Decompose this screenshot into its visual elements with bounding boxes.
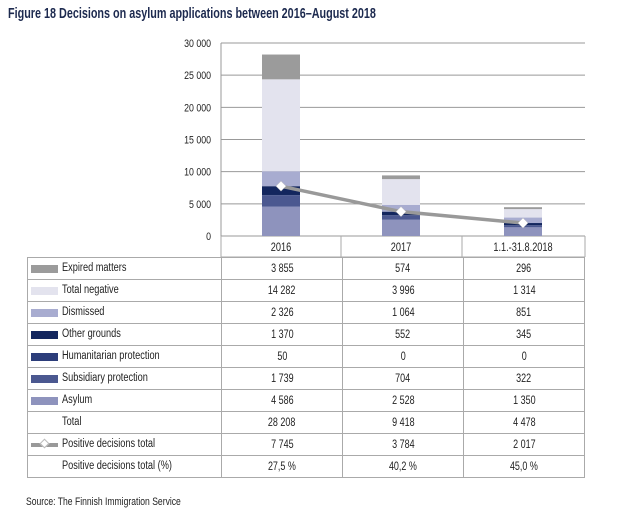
y-tick-label: 0: [206, 231, 211, 243]
positive-decisions-marker: [517, 217, 529, 229]
y-tick-label: 15 000: [184, 135, 211, 147]
legend-swatch: [31, 353, 58, 361]
chart-title: Figure 18 Decisions on asylum applicatio…: [8, 5, 376, 22]
row-label-cell: Dismissed: [27, 301, 222, 324]
legend-swatch: [31, 397, 58, 405]
legend-swatch: [31, 309, 58, 317]
bar-segment-asylum: [262, 206, 300, 236]
table-row: Expired matters 3 855 574 296: [27, 257, 585, 280]
value-cell: 4 586: [221, 389, 343, 412]
value-cell: 1 370: [221, 323, 343, 346]
row-label: Subsidiary protection: [62, 372, 148, 384]
table-row: Subsidiary protection 1 739 704 322: [27, 367, 585, 390]
value-cell: 40,2 %: [342, 455, 464, 478]
row-label-cell: Total: [27, 411, 222, 434]
row-label: Other grounds: [62, 328, 121, 340]
row-label-cell: Expired matters: [27, 257, 222, 280]
value-cell: 1 739: [221, 367, 343, 390]
positive-decisions-marker: [395, 206, 407, 218]
value-cell: 296: [463, 257, 585, 280]
bar-segment-subsidiary-protection: [262, 195, 300, 207]
value-cell: 574: [342, 257, 464, 280]
table-row: Positive decisions total 7 745 3 784 2 017: [27, 433, 585, 456]
value-cell: 2 017: [463, 433, 585, 456]
table-row: Total negative 14 282 3 996 1 314: [27, 279, 585, 302]
row-label-cell: Asylum: [27, 389, 222, 412]
row-label-cell: Humanitarian protection: [27, 345, 222, 368]
table-row: Positive decisions total (%) 27,5 % 40,2 %…: [27, 455, 585, 478]
row-label: Asylum: [62, 394, 93, 406]
value-cell: 1 064: [342, 301, 464, 324]
table-row: Other grounds 1 370 552 345: [27, 323, 585, 346]
value-cell: 552: [342, 323, 464, 346]
legend-swatch: [31, 438, 58, 449]
data-table: Expired matters 3 855 574 296 Total negative…: [27, 257, 585, 478]
chart-plot: 0 5 000 10 000 15 000 20 000 25 000 30 000 2016…: [184, 38, 586, 258]
bar-segment-total-negative: [262, 79, 300, 172]
value-cell: 851: [463, 301, 585, 324]
source-note: Source: The Finnish Immigration Service: [26, 496, 181, 508]
bar-segment-expired-matters: [382, 175, 420, 180]
bar-segment-expired-matters: [262, 54, 300, 80]
value-cell: 3 784: [342, 433, 464, 456]
bar-segment-asylum: [504, 227, 542, 236]
row-label-cell: Positive decisions total: [27, 433, 222, 456]
y-tick-label: 25 000: [184, 70, 211, 82]
row-label: Total negative: [62, 284, 119, 296]
positive-decisions-marker: [275, 180, 287, 192]
legend-swatch: [31, 287, 58, 295]
value-cell: 50: [221, 345, 343, 368]
bar-segment-total-negative: [382, 179, 420, 205]
value-cell: 0: [342, 345, 464, 368]
row-label: Positive decisions total: [62, 438, 156, 450]
value-cell: 2 528: [342, 389, 464, 412]
legend-swatch: [31, 331, 58, 339]
value-cell: 27,5 %: [221, 455, 343, 478]
value-cell: 4 478: [463, 411, 585, 434]
bar-segment-asylum: [382, 219, 420, 236]
row-label: Positive decisions total (%): [62, 460, 172, 472]
value-cell: 3 855: [221, 257, 343, 280]
x-category-label: 2017: [391, 242, 412, 254]
row-label-cell: Positive decisions total (%): [27, 455, 222, 478]
row-label-cell: Other grounds: [27, 323, 222, 346]
x-category-label: 1.1.-31.8.2018: [493, 242, 552, 254]
table-row: Humanitarian protection 50 0 0: [27, 345, 585, 368]
bar-segment-dismissed: [262, 171, 300, 187]
table-row: Dismissed 2 326 1 064 851: [27, 301, 585, 324]
row-label: Humanitarian protection: [62, 350, 160, 362]
table-row: Asylum 4 586 2 528 1 350: [27, 389, 585, 412]
value-cell: 14 282: [221, 279, 343, 302]
legend-swatch: [31, 265, 58, 273]
y-tick-label: 20 000: [184, 102, 211, 114]
value-cell: 9 418: [342, 411, 464, 434]
table-row: Total 28 208 9 418 4 478: [27, 411, 585, 434]
bar-segment-total-negative: [504, 209, 542, 218]
y-tick-label: 30 000: [184, 38, 211, 50]
bar-segment-expired-matters: [504, 207, 542, 210]
row-label: Total: [62, 416, 82, 428]
value-cell: 3 996: [342, 279, 464, 302]
value-cell: 2 326: [221, 301, 343, 324]
row-label-cell: Total negative: [27, 279, 222, 302]
value-cell: 1 350: [463, 389, 585, 412]
value-cell: 345: [463, 323, 585, 346]
value-cell: 28 208: [221, 411, 343, 434]
row-label-cell: Subsidiary protection: [27, 367, 222, 390]
y-tick-label: 10 000: [184, 167, 211, 179]
y-tick-label: 5 000: [189, 199, 211, 211]
value-cell: 322: [463, 367, 585, 390]
bar-segment-subsidiary-protection: [382, 215, 420, 220]
row-label: Dismissed: [62, 306, 105, 318]
value-cell: 1 314: [463, 279, 585, 302]
x-category-label: 2016: [271, 242, 292, 254]
value-cell: 704: [342, 367, 464, 390]
value-cell: 0: [463, 345, 585, 368]
value-cell: 7 745: [221, 433, 343, 456]
row-label: Expired matters: [62, 262, 127, 274]
value-cell: 45,0 %: [463, 455, 585, 478]
legend-swatch: [31, 375, 58, 383]
legend-diamond-icon: [39, 438, 50, 449]
